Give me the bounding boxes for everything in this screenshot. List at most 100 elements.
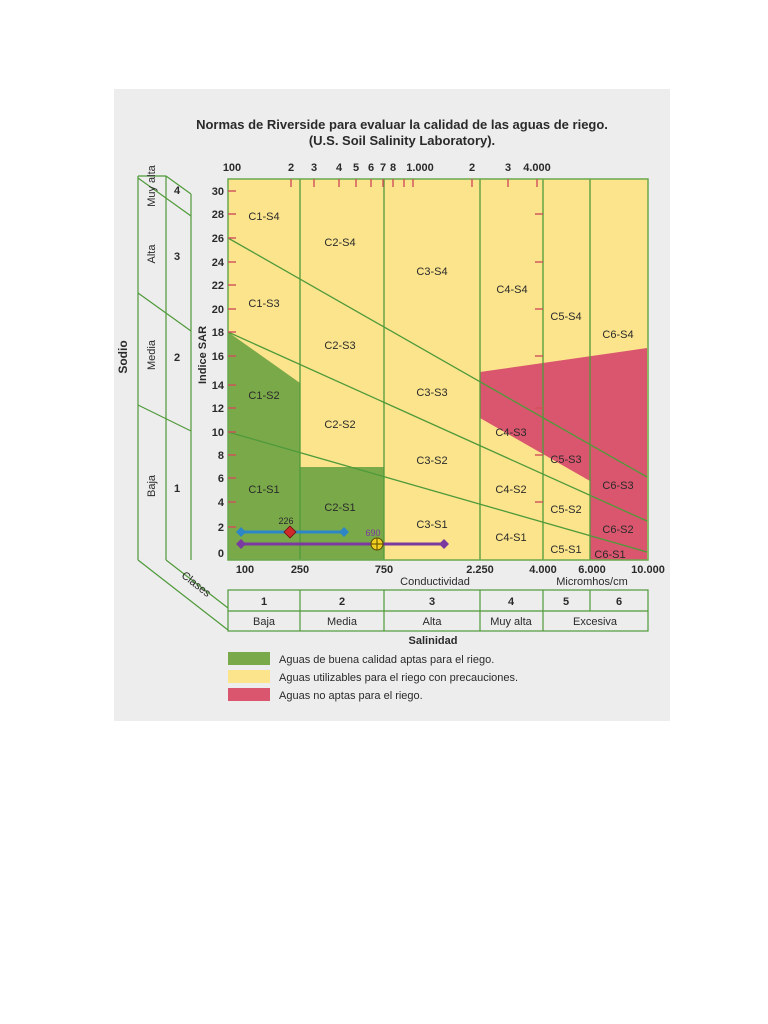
y-tick-label: 6	[218, 473, 224, 485]
zone-label: C4-S3	[495, 427, 526, 439]
salinity-level-name: Media	[327, 616, 358, 628]
top-axis-label: 3	[311, 162, 317, 174]
inner-tick-marks	[535, 213, 543, 503]
good-quality-zone	[228, 332, 384, 560]
salinity-levels: Baja Media Alta Muy alta Excesiva	[253, 616, 618, 628]
zone-label: C4-S1	[495, 532, 526, 544]
top-axis-label: 4.000	[523, 162, 551, 174]
zone-label: C6-S4	[602, 329, 633, 341]
zone-label: C1-S1	[248, 484, 279, 496]
top-axis-label: 4	[336, 162, 343, 174]
top-axis: 100 2 3 4 5 6 7 8 1.000 2 3 4.000	[223, 162, 551, 174]
y-tick-label: 10	[212, 427, 224, 439]
legend: Aguas de buena calidad aptas para el rie…	[228, 652, 518, 702]
range-end-marker	[236, 539, 246, 549]
zone-label: C2-S4	[324, 237, 355, 249]
salinity-class-number: 1	[261, 596, 267, 608]
sample-value-label: 226	[278, 516, 293, 526]
sodium-class-number: 1	[174, 483, 180, 495]
salinity-level-name: Excesiva	[573, 616, 618, 628]
bottom-axis-label: 10.000	[631, 564, 665, 576]
top-axis-label: 2	[469, 162, 475, 174]
y-tick-label: 14	[212, 380, 225, 392]
diagram-subtitle: (U.S. Soil Salinity Laboratory).	[309, 133, 495, 148]
diagram-title: Normas de Riverside para evaluar la cali…	[196, 117, 608, 132]
sample-markers: 226 690	[278, 516, 384, 551]
zone-label: C6-S3	[602, 480, 633, 492]
zone-label: C3-S3	[416, 387, 447, 399]
y-tick-label: 22	[212, 280, 224, 292]
zone-label: C6-S2	[602, 524, 633, 536]
sodium-level-name: Baja	[146, 474, 158, 497]
legend-text: Aguas de buena calidad aptas para el rie…	[279, 654, 494, 666]
y-axis-title: Indice SAR	[197, 326, 209, 384]
salinity-level-name: Muy alta	[490, 616, 532, 628]
sample-value-label: 690	[365, 528, 380, 538]
salinity-level-name: Alta	[423, 616, 443, 628]
zone-labels: C1-S4 C2-S4 C3-S4 C4-S4 C5-S4 C6-S4 C1-S…	[248, 211, 633, 561]
top-axis-label: 6	[368, 162, 374, 174]
sodium-class-number: 3	[174, 251, 180, 263]
bottom-axis-label: 250	[291, 564, 309, 576]
zone-label: C3-S2	[416, 455, 447, 467]
range-end-marker	[236, 527, 246, 537]
legend-swatch-red	[228, 688, 270, 701]
zone-label: C5-S2	[550, 504, 581, 516]
zone-label: C1-S3	[248, 298, 279, 310]
top-axis-label: 7	[380, 162, 386, 174]
zone-label: C2-S2	[324, 419, 355, 431]
bottom-axis-label: 4.000	[529, 564, 557, 576]
y-tick-label: 18	[212, 327, 224, 339]
y-tick-label: 4	[218, 497, 225, 509]
y-tick-label: 24	[212, 257, 225, 269]
top-axis-label: 3	[505, 162, 511, 174]
bottom-axis-label: 2.250	[466, 564, 494, 576]
y-tick-label: 30	[212, 186, 224, 198]
legend-text: Aguas utilizables para el riego con prec…	[279, 672, 518, 684]
bottom-axis: 100 250 750 2.250 4.000 6.000 10.000	[236, 564, 665, 576]
top-axis-label: 5	[353, 162, 359, 174]
sodium-level-name: Muy alta	[146, 164, 158, 206]
salinity-level-name: Baja	[253, 616, 276, 628]
top-tick-marks	[290, 179, 538, 187]
sodium-class-number: 4	[174, 185, 181, 197]
zone-label: C4-S4	[496, 284, 527, 296]
sample-marker-red	[283, 525, 297, 539]
salinity-class-number: 6	[616, 596, 622, 608]
bottom-axis-label: 6.000	[578, 564, 606, 576]
sodium-classes: 4 3 2 1	[174, 185, 181, 495]
unsuitable-zone	[480, 348, 647, 560]
zone-label: C2-S1	[324, 502, 355, 514]
zone-label: C1-S2	[248, 390, 279, 402]
conductivity-unit: Micromhos/cm	[556, 576, 628, 588]
sodium-title: Sodio	[116, 340, 130, 373]
salinity-class-number: 5	[563, 596, 569, 608]
y-tick-label: 26	[212, 233, 224, 245]
y-tick-label: 20	[212, 304, 224, 316]
salinity-boundaries	[299, 179, 591, 560]
zone-label: C5-S1	[550, 544, 581, 556]
y-tick-label: 2	[218, 522, 224, 534]
sodium-level-name: Alta	[146, 244, 158, 264]
salinity-class-number: 2	[339, 596, 345, 608]
salinity-table	[227, 589, 649, 632]
range-end-marker	[439, 539, 449, 549]
zone-label: C3-S4	[416, 266, 447, 278]
range-end-marker	[339, 527, 349, 537]
zone-label: C5-S4	[550, 311, 581, 323]
zone-label: C5-S3	[550, 454, 581, 466]
salinity-classes: 1 2 3 4 5 6	[261, 596, 622, 608]
y-tick-label: 16	[212, 351, 224, 363]
y-tick-label: 28	[212, 209, 224, 221]
zone-label: C1-S4	[248, 211, 279, 223]
y-tick-label: 8	[218, 450, 224, 462]
top-axis-label: 2	[288, 162, 294, 174]
conductivity-title: Conductividad	[400, 576, 470, 588]
y-tick-label: 0	[218, 548, 224, 560]
sodium-class-number: 2	[174, 352, 180, 364]
bottom-axis-label: 100	[236, 564, 254, 576]
sodium-column	[137, 175, 229, 631]
zone-label: C6-S1	[594, 549, 625, 561]
y-tick-marks	[228, 190, 236, 528]
